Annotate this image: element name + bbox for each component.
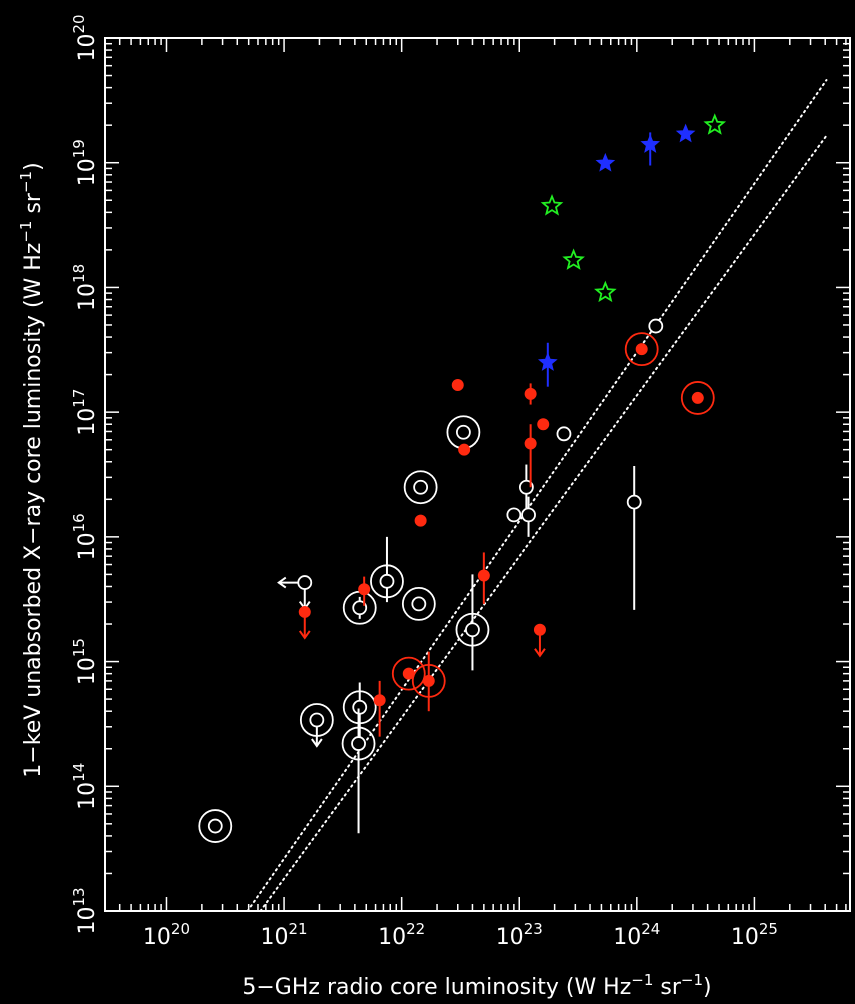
x-tick-label: 1025 bbox=[731, 920, 778, 950]
data-point bbox=[506, 507, 522, 523]
data-point bbox=[458, 443, 471, 456]
data-point bbox=[626, 494, 642, 510]
data-point bbox=[358, 583, 371, 596]
y-tick-label: 1017 bbox=[70, 389, 100, 436]
y-tick-label: 1015 bbox=[70, 638, 100, 685]
y-tick-label: 1014 bbox=[70, 763, 100, 810]
data-points bbox=[198, 113, 727, 843]
fit-lines bbox=[246, 79, 829, 912]
data-point bbox=[595, 152, 616, 172]
data-point bbox=[635, 343, 648, 356]
data-point bbox=[691, 391, 704, 404]
x-tick-labels: 1020 1021 1022 1023 1024 1025 bbox=[143, 920, 778, 950]
x-tick-label: 1021 bbox=[261, 920, 308, 950]
data-point bbox=[298, 605, 311, 618]
data-point bbox=[422, 674, 435, 687]
y-tick-label: 1018 bbox=[70, 264, 100, 311]
data-point bbox=[648, 318, 664, 334]
data-point bbox=[518, 479, 534, 495]
y-tick-label: 1013 bbox=[70, 887, 100, 934]
data-point bbox=[537, 418, 550, 431]
data-point bbox=[465, 622, 480, 638]
y-axis-label: 1−keV unabsorbed X−ray core luminosity (… bbox=[17, 162, 46, 777]
marker-ring bbox=[680, 381, 715, 415]
axis-ticks bbox=[104, 37, 850, 912]
y-tick-label: 1020 bbox=[70, 14, 100, 61]
data-point bbox=[594, 280, 617, 303]
x-tick-label: 1020 bbox=[143, 920, 190, 950]
data-point bbox=[373, 694, 386, 707]
data-point bbox=[309, 712, 325, 728]
x-tick-label: 1023 bbox=[496, 920, 543, 950]
data-point bbox=[351, 736, 366, 751]
x-tick-label: 1024 bbox=[613, 920, 660, 950]
marker-ring bbox=[624, 332, 659, 367]
upper-limit-arrowhead bbox=[311, 738, 323, 748]
y-tick-label: 1016 bbox=[70, 513, 100, 560]
marker-ring bbox=[391, 656, 426, 691]
upper-limit-arrowhead bbox=[534, 648, 546, 658]
data-point bbox=[538, 352, 558, 371]
data-point bbox=[521, 507, 536, 523]
data-point bbox=[703, 113, 727, 135]
marker-ring bbox=[370, 564, 404, 599]
data-point bbox=[379, 573, 395, 589]
fit-line bbox=[246, 79, 828, 912]
left-limit-arrowhead bbox=[277, 576, 287, 589]
marker-ring bbox=[342, 690, 377, 725]
data-point bbox=[675, 123, 696, 143]
y-tick-label: 1019 bbox=[70, 139, 100, 186]
data-point bbox=[524, 387, 537, 400]
data-point bbox=[477, 569, 490, 582]
data-point bbox=[413, 479, 429, 495]
y-tick-labels: 1013 1014 1015 1016 1017 1018 1019 1020 bbox=[70, 14, 100, 934]
data-point bbox=[451, 379, 464, 392]
marker-ring bbox=[401, 587, 436, 621]
upper-limit-arrowhead bbox=[298, 630, 311, 640]
data-point bbox=[562, 248, 585, 270]
data-point bbox=[533, 623, 546, 636]
fit-line bbox=[259, 132, 829, 912]
data-point bbox=[207, 818, 223, 834]
marker-ring bbox=[341, 726, 376, 761]
plot-frame bbox=[104, 37, 851, 912]
data-point bbox=[411, 596, 427, 612]
x-tick-label: 1022 bbox=[378, 920, 425, 950]
x-axis-label: 5−GHz radio core luminosity (W Hz−1 sr−1… bbox=[242, 971, 711, 1000]
data-point bbox=[352, 699, 368, 715]
data-point bbox=[297, 575, 313, 590]
data-point bbox=[556, 426, 572, 442]
data-point bbox=[414, 514, 427, 527]
data-point bbox=[524, 437, 537, 450]
marker-ring bbox=[455, 612, 490, 647]
data-point bbox=[352, 600, 368, 616]
data-point bbox=[640, 134, 661, 153]
marker-ring bbox=[403, 470, 438, 505]
data-point bbox=[540, 194, 564, 216]
data-point bbox=[455, 424, 471, 440]
marker-ring bbox=[411, 663, 446, 698]
marker-ring bbox=[198, 809, 233, 843]
